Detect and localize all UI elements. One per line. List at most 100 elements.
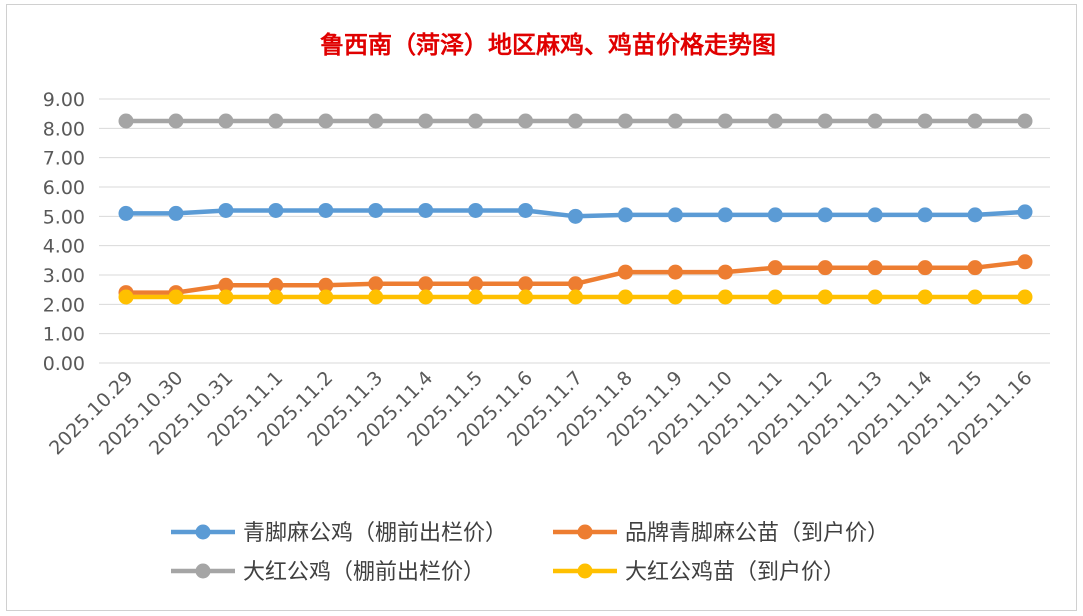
data-point <box>468 289 484 305</box>
data-point <box>568 276 583 292</box>
y-tick-label: 5.00 <box>43 206 85 228</box>
data-point <box>168 205 184 221</box>
legend: 青脚麻公鸡（棚前出栏价） 品牌青脚麻公苗（到户价） 大红公鸡（棚前出栏价） 大红公鸡苗… <box>171 521 889 585</box>
data-point <box>118 289 134 305</box>
data-point <box>418 276 434 292</box>
data-point <box>617 289 633 305</box>
data-point <box>767 207 783 223</box>
series-4 <box>118 289 1033 305</box>
data-point <box>568 113 583 129</box>
data-point <box>1017 254 1033 270</box>
data-point <box>917 289 933 305</box>
data-point <box>717 264 733 280</box>
legend-swatch-marker <box>195 563 211 579</box>
legend-label: 大红公鸡（棚前出栏价） <box>243 560 485 585</box>
data-point <box>817 207 833 223</box>
data-point <box>168 113 184 129</box>
x-axis-ticks: 2025.10.292025.10.302025.10.312025.11.12… <box>45 367 1036 459</box>
data-point <box>717 113 733 129</box>
data-point <box>667 113 683 129</box>
legend-swatch-marker <box>577 563 593 579</box>
data-point <box>1017 113 1033 129</box>
data-point <box>917 207 933 223</box>
data-point <box>767 289 783 305</box>
gridlines <box>99 98 1050 364</box>
data-point <box>468 276 484 292</box>
y-tick-label: 4.00 <box>43 236 85 258</box>
legend-swatch-marker <box>577 524 593 540</box>
data-point <box>518 202 534 218</box>
data-point <box>967 260 983 276</box>
data-point <box>667 289 683 305</box>
data-point <box>418 202 434 218</box>
data-point <box>867 207 883 223</box>
data-point <box>867 113 883 129</box>
data-point <box>318 277 334 293</box>
data-point <box>368 113 384 129</box>
y-tick-label: 7.00 <box>43 148 85 170</box>
data-point <box>368 289 384 305</box>
data-point <box>218 202 234 218</box>
data-point <box>368 276 384 292</box>
series-1 <box>118 202 1033 224</box>
data-point <box>967 113 983 129</box>
data-point <box>717 289 733 305</box>
data-point <box>418 113 434 129</box>
y-tick-label: 2.00 <box>43 294 85 316</box>
data-point <box>967 289 983 305</box>
data-point <box>518 276 534 292</box>
legend-swatch-marker <box>195 524 211 540</box>
legend-label: 青脚麻公鸡（棚前出栏价） <box>243 521 507 546</box>
data-point <box>468 113 484 129</box>
y-axis-ticks: 9.00 8.00 7.00 6.00 5.00 4.00 3.00 2.00 1.00 0.00 <box>43 89 85 375</box>
data-point <box>218 277 234 293</box>
data-point <box>1017 289 1033 305</box>
data-point <box>268 277 284 293</box>
data-point <box>667 207 683 223</box>
data-point <box>917 260 933 276</box>
data-point <box>617 113 633 129</box>
legend-item: 品牌青脚麻公苗（到户价） <box>553 521 889 546</box>
data-point <box>118 113 134 129</box>
series-group <box>118 113 1033 305</box>
data-point <box>767 260 783 276</box>
data-point <box>268 113 284 129</box>
data-point <box>218 113 234 129</box>
chart-title: 鲁西南（菏泽）地区麻鸡、鸡苗价格走势图 <box>320 31 776 59</box>
data-point <box>717 207 733 223</box>
y-tick-label: 8.00 <box>43 118 85 140</box>
data-point <box>817 260 833 276</box>
legend-item: 大红公鸡苗（到户价） <box>553 560 845 585</box>
data-point <box>568 289 583 305</box>
data-point <box>318 202 334 218</box>
data-point <box>268 289 284 305</box>
data-point <box>817 113 833 129</box>
y-tick-label: 1.00 <box>43 324 85 346</box>
data-point <box>767 113 783 129</box>
data-point <box>568 208 583 224</box>
data-point <box>268 202 284 218</box>
chart-frame: 鲁西南（菏泽）地区麻鸡、鸡苗价格走势图 9.00 8.00 7.00 6.00 5.00… <box>6 4 1077 611</box>
data-point <box>867 260 883 276</box>
data-point <box>118 205 134 221</box>
data-point <box>617 264 633 280</box>
data-point <box>218 289 234 305</box>
data-point <box>468 202 484 218</box>
data-point <box>168 289 184 305</box>
legend-item: 青脚麻公鸡（棚前出栏价） <box>171 521 507 546</box>
data-point <box>518 289 534 305</box>
series-3 <box>118 113 1033 129</box>
data-point <box>867 289 883 305</box>
y-tick-label: 6.00 <box>43 177 85 199</box>
data-point <box>318 113 334 129</box>
data-point <box>917 113 933 129</box>
data-point <box>667 264 683 280</box>
data-point <box>1017 204 1033 220</box>
y-tick-label: 3.00 <box>43 265 85 287</box>
legend-label: 品牌青脚麻公苗（到户价） <box>625 521 889 546</box>
y-tick-label: 0.00 <box>43 353 85 375</box>
data-point <box>368 202 384 218</box>
data-point <box>817 289 833 305</box>
data-point <box>967 207 983 223</box>
data-point <box>617 207 633 223</box>
